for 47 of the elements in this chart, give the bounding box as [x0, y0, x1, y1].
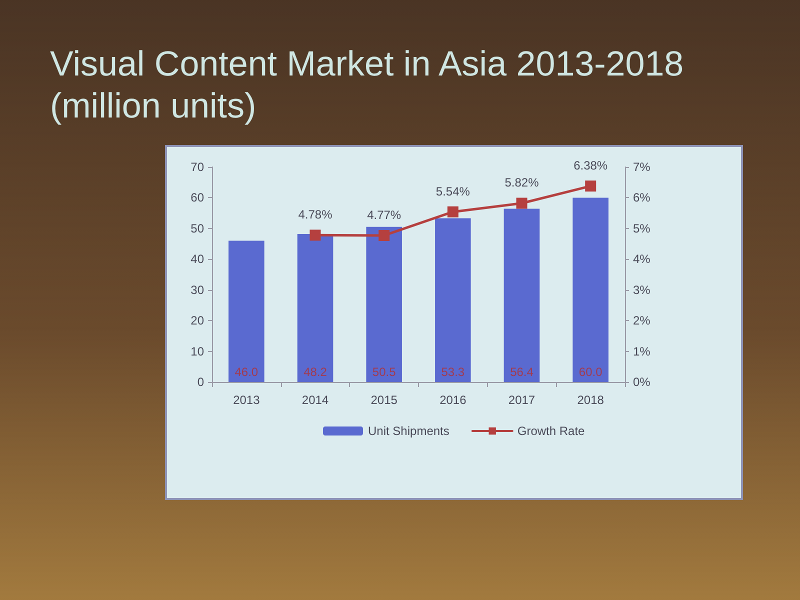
data-label: 60.0	[578, 365, 603, 379]
x-tick-label: 2013	[233, 393, 260, 407]
x-tick-label: 2017	[508, 393, 536, 407]
point	[447, 206, 458, 218]
data-label: 56.4	[510, 365, 534, 379]
y-tick-label: 0	[197, 375, 204, 389]
y2-tick-label: 7%	[633, 160, 651, 174]
y-tick-label: 10	[190, 344, 204, 358]
y2-tick-label: 4%	[633, 252, 651, 266]
bar	[572, 198, 608, 382]
y2-tick-label: 1%	[633, 344, 651, 358]
legend-label: Growth Rate	[517, 424, 586, 438]
data-label: 50.5	[372, 365, 396, 379]
data-label: 48.2	[304, 365, 328, 379]
bar	[504, 208, 540, 382]
bar	[366, 226, 402, 382]
x-tick-label: 2014	[302, 393, 329, 407]
bar	[297, 234, 334, 382]
y-tick-label: 20	[190, 314, 204, 328]
data-label: 5.54%	[436, 184, 470, 198]
data-label: 53.3	[441, 365, 465, 379]
y2-tick-label: 2%	[633, 314, 651, 328]
y-tick-label: 60	[190, 190, 204, 205]
data-label: 46.0	[234, 365, 258, 379]
data-label: 6.38%	[574, 158, 608, 173]
bar	[435, 218, 471, 382]
bar	[228, 240, 264, 382]
point	[516, 198, 528, 209]
point	[585, 180, 596, 192]
y-tick-label: 70	[190, 160, 204, 174]
point	[378, 230, 390, 241]
y-tick-label: 30	[190, 282, 204, 297]
y-tick-label: 50	[190, 221, 204, 236]
data-label: 4.78%	[298, 208, 333, 222]
data-label: 4.77%	[367, 208, 402, 222]
legend-label: Unit Shipments	[368, 424, 450, 438]
y2-tick-label: 0%	[633, 375, 651, 389]
x-tick-label: 2015	[370, 393, 398, 407]
y-tick-label: 40	[190, 252, 204, 266]
y2-tick-label: 5%	[633, 221, 651, 236]
y2-tick-label: 6%	[633, 190, 651, 205]
x-tick-label: 2016	[440, 393, 467, 407]
y2-tick-label: 3%	[633, 282, 651, 297]
data-label: 5.82%	[504, 176, 540, 190]
x-tick-label: 2018	[577, 393, 604, 407]
chart-title: Visual Content Market in Asia 2013-2018 (million units)	[50, 44, 694, 126]
point	[310, 230, 321, 241]
